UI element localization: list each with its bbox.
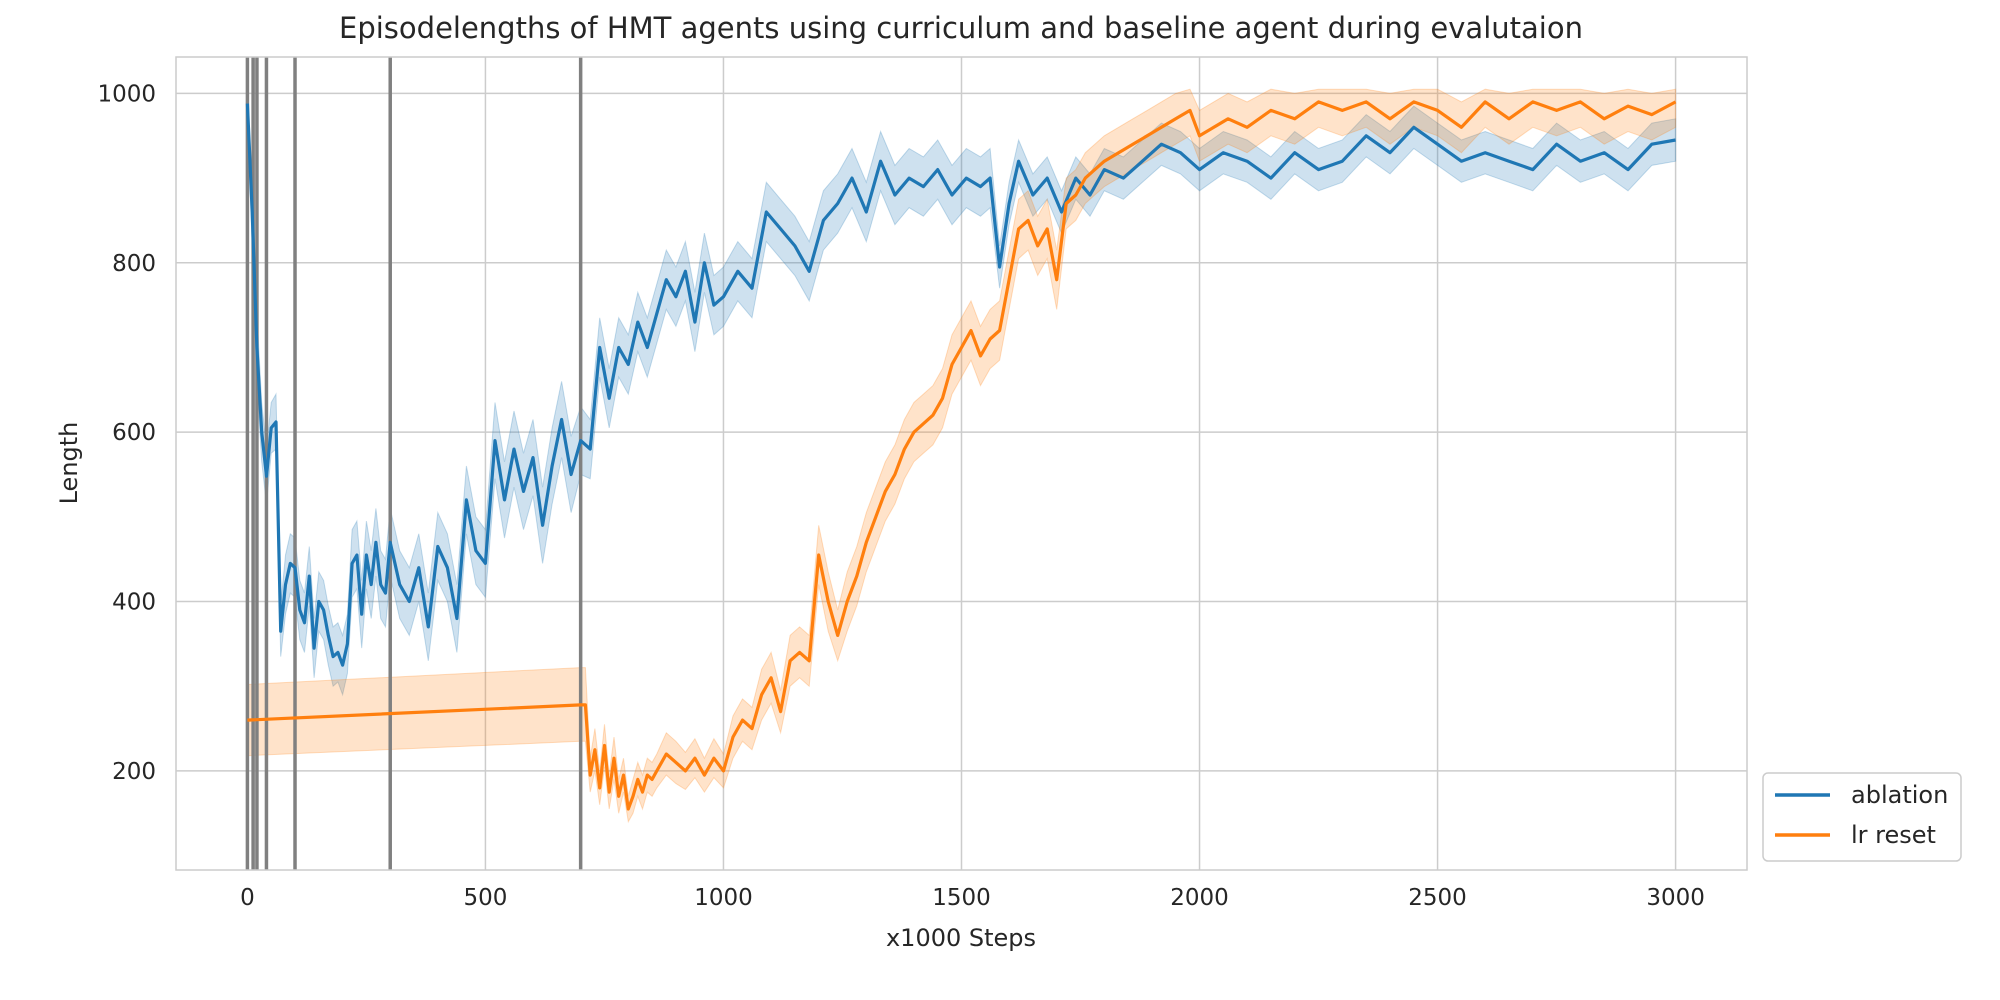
series-line-lr-reset bbox=[247, 100, 1677, 811]
x-tick-label: 500 bbox=[463, 885, 507, 911]
y-tick-label: 800 bbox=[112, 251, 156, 277]
legend-label-ablation: ablation bbox=[1851, 781, 1948, 809]
plot-area bbox=[175, 56, 1748, 871]
x-axis-label: x1000 Steps bbox=[886, 924, 1036, 952]
chart-title: Episodelengths of HMT agents using curri… bbox=[339, 11, 1583, 45]
y-tick-label: 1000 bbox=[97, 81, 156, 107]
plot-frame bbox=[175, 56, 1748, 871]
x-tick-label: 0 bbox=[240, 885, 255, 911]
series-line-ablation bbox=[245, 103, 1676, 667]
y-tick-label: 400 bbox=[112, 590, 156, 616]
legend: ablation lr reset bbox=[1762, 772, 1962, 862]
x-tick-label: 1500 bbox=[932, 885, 991, 911]
x-tick-label: 2000 bbox=[1170, 885, 1229, 911]
legend-label-lr-reset: lr reset bbox=[1851, 821, 1936, 849]
x-tick-labels: 0 500 1000 1500 2000 2500 3000 bbox=[240, 885, 1705, 911]
x-tick-label: 1000 bbox=[694, 885, 753, 911]
confidence-band-ablation bbox=[246, 97, 1677, 697]
y-axis-label: Length bbox=[55, 422, 83, 505]
y-tick-label: 200 bbox=[112, 759, 156, 785]
grid bbox=[176, 57, 1747, 870]
x-tick-label: 2500 bbox=[1408, 885, 1467, 911]
x-tick-label: 3000 bbox=[1646, 885, 1705, 911]
y-tick-label: 600 bbox=[112, 420, 156, 446]
series-lines bbox=[245, 100, 1677, 811]
y-tick-labels: 200 400 600 800 1000 bbox=[97, 81, 156, 785]
